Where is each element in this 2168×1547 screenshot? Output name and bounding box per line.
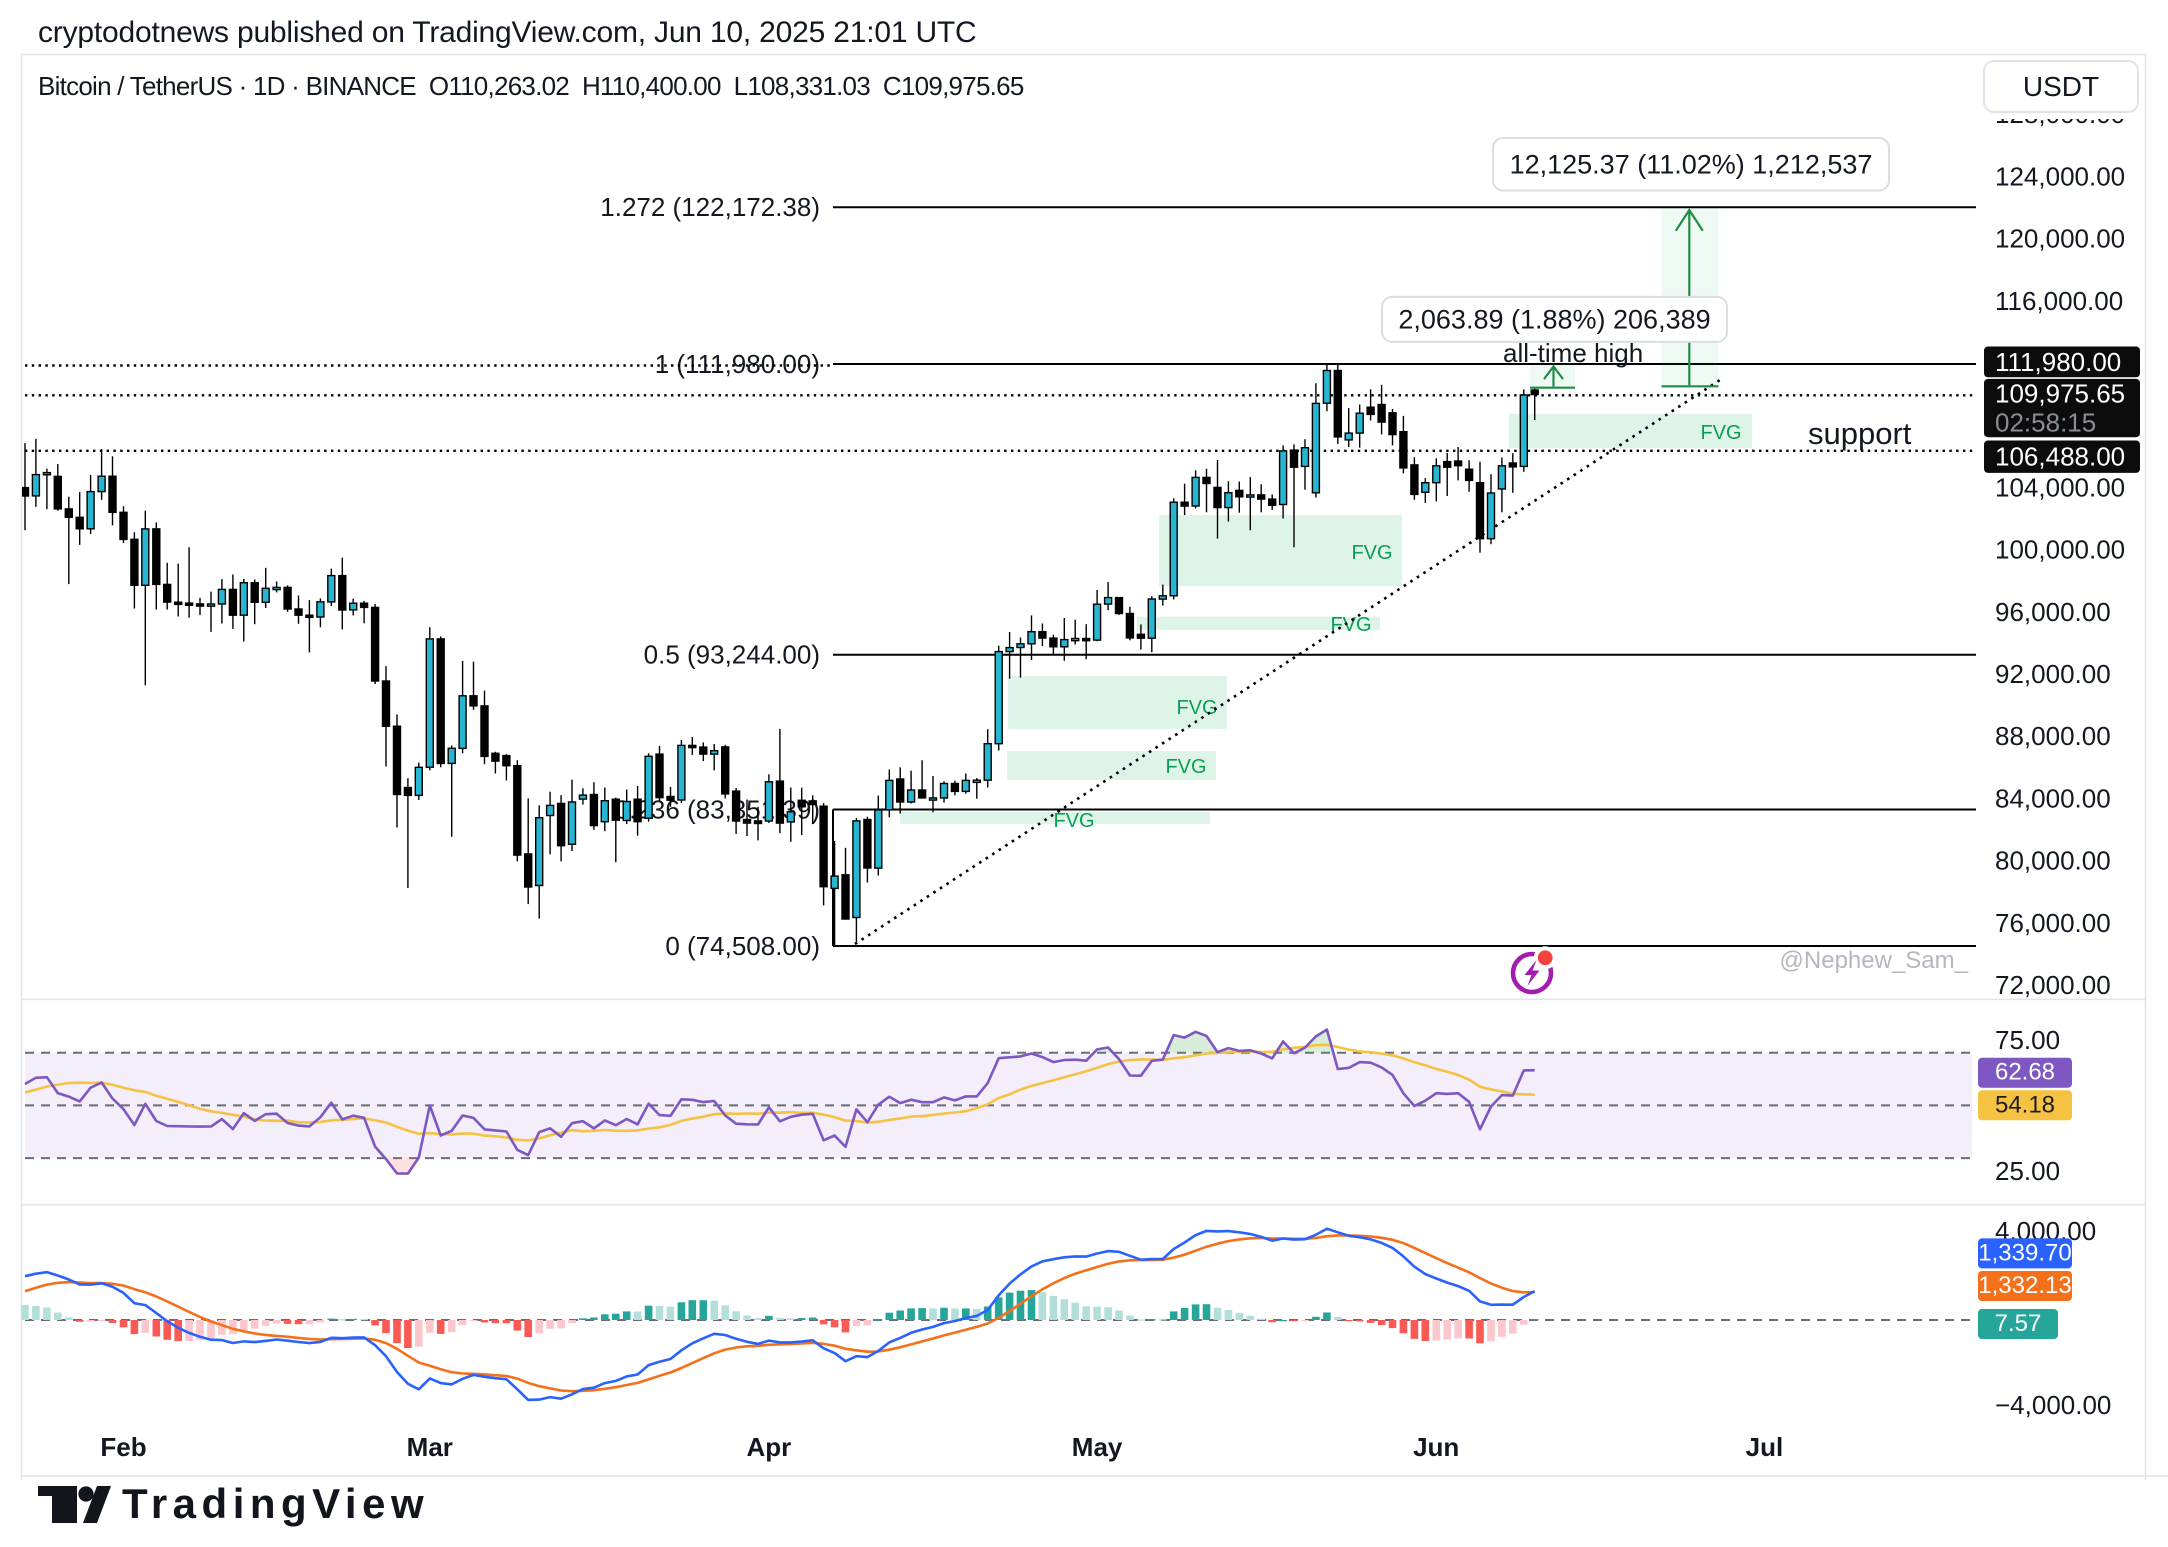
svg-text:FVG: FVG: [1053, 810, 1094, 832]
svg-text:Mar: Mar: [407, 1432, 453, 1462]
svg-text:88,000.00: 88,000.00: [1995, 721, 2111, 751]
svg-text:FVG: FVG: [1176, 697, 1217, 719]
svg-text:1 (111,980.00): 1 (111,980.00): [655, 349, 820, 379]
svg-text:2,063.89 (1.88%) 206,389: 2,063.89 (1.88%) 206,389: [1398, 305, 1710, 335]
svg-text:support: support: [1808, 416, 1912, 451]
svg-text:124,000.00: 124,000.00: [1995, 161, 2125, 191]
svg-text:62.68: 62.68: [1995, 1059, 2055, 1086]
svg-text:1,339.70: 1,339.70: [1978, 1239, 2071, 1266]
svg-text:1.272 (122,172.38): 1.272 (122,172.38): [600, 192, 820, 222]
svg-text:TradingView: TradingView: [122, 1480, 429, 1527]
svg-text:80,000.00: 80,000.00: [1995, 846, 2111, 876]
svg-text:−4,000.00: −4,000.00: [1995, 1390, 2111, 1420]
svg-text:25.00: 25.00: [1995, 1156, 2060, 1186]
svg-text:72,000.00: 72,000.00: [1995, 970, 2111, 1000]
svg-text:120,000.00: 120,000.00: [1995, 224, 2125, 254]
svg-text:all-time high: all-time high: [1503, 338, 1643, 368]
svg-text:02:58:15: 02:58:15: [1995, 408, 2096, 438]
svg-text:106,488.00: 106,488.00: [1995, 442, 2125, 472]
svg-text:FVG: FVG: [1351, 542, 1392, 564]
svg-text:Jun: Jun: [1413, 1432, 1459, 1462]
svg-text:May: May: [1072, 1432, 1123, 1462]
svg-text:111,980.00: 111,980.00: [1995, 347, 2121, 377]
svg-text:104,000.00: 104,000.00: [1995, 472, 2125, 502]
svg-text:cryptodotnews published on Tra: cryptodotnews published on TradingView.c…: [38, 16, 977, 49]
svg-text:Bitcoin / TetherUS · 1D · BINA: Bitcoin / TetherUS · 1D · BINANCE O110,2…: [38, 71, 1024, 101]
svg-text:0 (74,508.00): 0 (74,508.00): [665, 931, 820, 961]
svg-text:@Nephew_Sam_: @Nephew_Sam_: [1780, 947, 1969, 974]
svg-text:0.5 (93,244.00): 0.5 (93,244.00): [644, 640, 820, 670]
svg-text:1,332.13: 1,332.13: [1978, 1272, 2071, 1299]
svg-text:Apr: Apr: [747, 1432, 792, 1462]
svg-text:FVG: FVG: [1330, 614, 1371, 636]
svg-text:12,125.37 (11.02%) 1,212,537: 12,125.37 (11.02%) 1,212,537: [1510, 149, 1873, 179]
svg-text:84,000.00: 84,000.00: [1995, 783, 2111, 813]
svg-text:96,000.00: 96,000.00: [1995, 597, 2111, 627]
svg-text:100,000.00: 100,000.00: [1995, 535, 2125, 565]
svg-text:75.00: 75.00: [1995, 1025, 2060, 1055]
svg-text:FVG: FVG: [1700, 422, 1741, 444]
svg-text:116,000.00: 116,000.00: [1995, 286, 2123, 316]
svg-text:USDT: USDT: [2023, 71, 2099, 102]
svg-text:Jul: Jul: [1746, 1432, 1784, 1462]
svg-text:54.18: 54.18: [1995, 1091, 2055, 1118]
svg-text:76,000.00: 76,000.00: [1995, 908, 2111, 938]
svg-text:FVG: FVG: [1165, 756, 1206, 778]
svg-text:Feb: Feb: [100, 1432, 146, 1462]
svg-text:128,000.00: 128,000.00: [1995, 99, 2125, 129]
svg-text:92,000.00: 92,000.00: [1995, 659, 2111, 689]
svg-text:109,975.65: 109,975.65: [1995, 378, 2125, 408]
svg-text:7.57: 7.57: [1995, 1310, 2042, 1337]
